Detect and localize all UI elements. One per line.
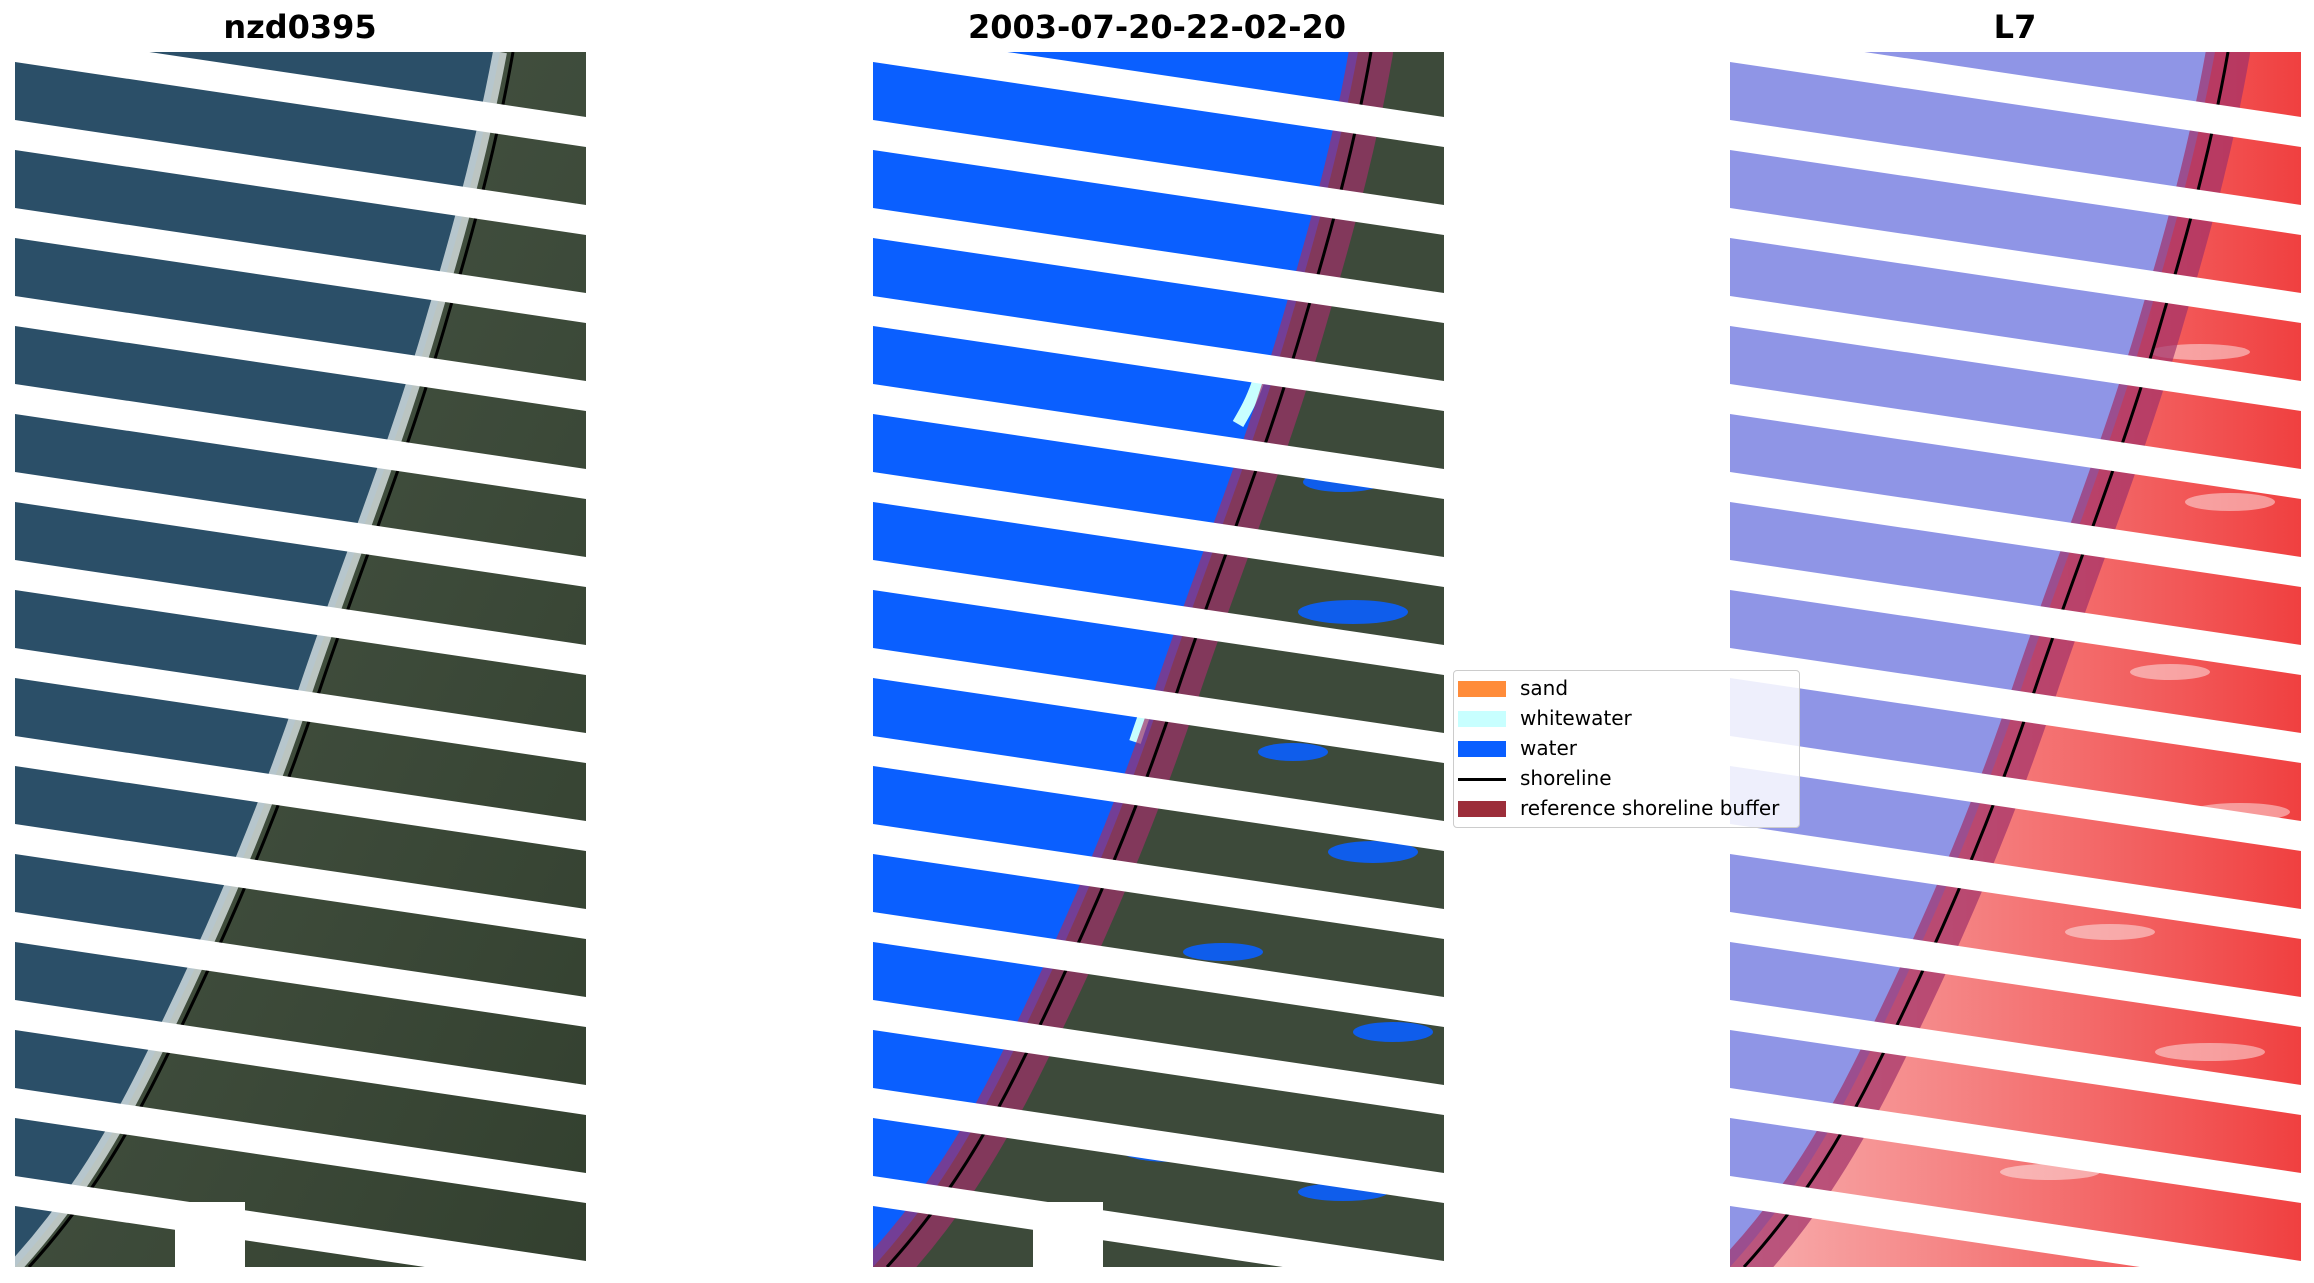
scan-line-gaps bbox=[873, 52, 1444, 1267]
rgb-image bbox=[15, 52, 586, 1267]
classified-image bbox=[873, 52, 1444, 1267]
legend-item-shoreline: shoreline bbox=[1454, 763, 1799, 793]
legend: sand whitewater water shoreline referenc… bbox=[1453, 670, 1800, 828]
legend-label: shoreline bbox=[1520, 766, 1612, 790]
panel-title-classified: 2003-07-20-22-02-20 bbox=[967, 8, 1347, 46]
rgb-image-panel bbox=[15, 52, 586, 1267]
legend-item-sand: sand bbox=[1454, 673, 1799, 703]
buffer-swatch bbox=[1458, 801, 1506, 817]
shoreline-swatch bbox=[1458, 778, 1506, 781]
panel-title-index: L7 bbox=[1993, 8, 2037, 46]
water-index-image bbox=[1730, 52, 2301, 1267]
legend-label: sand bbox=[1520, 676, 1569, 700]
water-swatch bbox=[1458, 741, 1506, 757]
whitewater-swatch bbox=[1458, 711, 1506, 727]
legend-label: reference shoreline buffer bbox=[1520, 796, 1780, 820]
scan-line-gaps bbox=[15, 52, 586, 1267]
classified-image-panel bbox=[873, 52, 1444, 1267]
legend-label: whitewater bbox=[1520, 706, 1632, 730]
panel-title-rgb: nzd0395 bbox=[223, 8, 377, 46]
legend-item-whitewater: whitewater bbox=[1454, 703, 1799, 733]
legend-item-water: water bbox=[1454, 733, 1799, 763]
legend-label: water bbox=[1520, 736, 1577, 760]
legend-item-reference-buffer: reference shoreline buffer bbox=[1454, 793, 1799, 823]
scan-line-gaps bbox=[1730, 52, 2301, 1267]
water-index-panel bbox=[1730, 52, 2301, 1267]
sand-swatch bbox=[1458, 681, 1506, 697]
